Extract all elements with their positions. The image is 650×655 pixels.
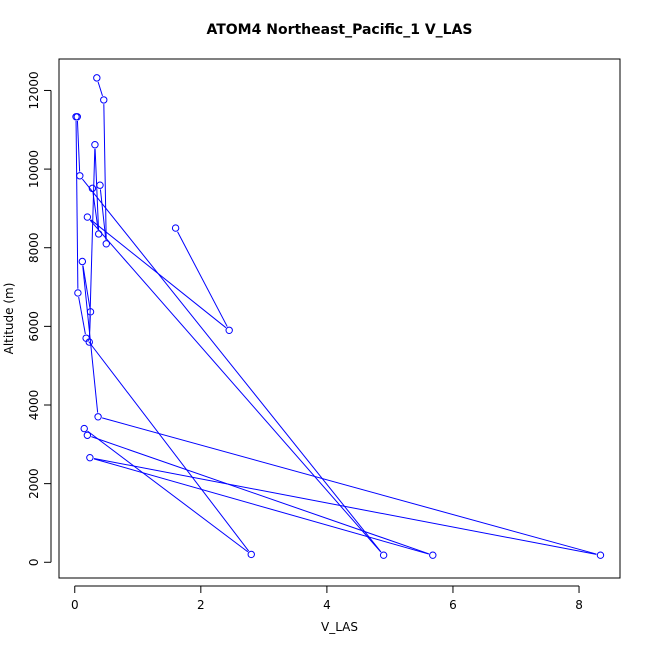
data-point	[100, 96, 108, 104]
x-tick-label: 6	[449, 598, 457, 612]
data-point	[102, 240, 110, 248]
data-point	[74, 289, 82, 297]
series-segment	[75, 120, 79, 289]
data-point	[86, 453, 94, 462]
y-tick-label: 10000	[27, 150, 41, 188]
data-point	[83, 213, 92, 221]
series-segment	[97, 81, 103, 97]
series-segment	[92, 192, 99, 230]
data-point	[93, 74, 101, 82]
series-segment	[101, 417, 597, 555]
y-tick-label: 0	[27, 558, 41, 566]
data-point	[91, 141, 99, 149]
x-axis-label: V_LAS	[321, 620, 358, 634]
y-axis: 0 2000 4000 6000 8000 10000 12000	[27, 71, 52, 566]
series-segment	[103, 104, 107, 240]
x-axis: 0 2 4 6 8	[71, 585, 583, 612]
series-segment	[93, 457, 597, 555]
series-segment	[177, 231, 228, 327]
series-segment	[89, 219, 382, 553]
data-point	[429, 551, 437, 559]
data-point	[379, 551, 388, 559]
series-segment	[88, 341, 250, 552]
series-segment	[91, 436, 429, 555]
series-segment	[87, 430, 249, 553]
data-point	[78, 257, 87, 266]
data-point	[88, 184, 97, 193]
data-point	[596, 551, 605, 559]
data-point	[94, 413, 102, 421]
data-point	[76, 172, 84, 180]
series-segment	[93, 458, 429, 555]
series-segment	[82, 265, 91, 308]
y-tick-label: 2000	[27, 468, 41, 499]
data-point	[85, 338, 93, 346]
data-point	[80, 424, 88, 433]
series-segment	[76, 120, 81, 172]
x-tick-label: 0	[71, 598, 79, 612]
series-layer	[72, 74, 605, 559]
x-tick-label: 4	[323, 598, 331, 612]
series-segment	[78, 296, 86, 335]
data-point	[83, 431, 92, 439]
data-point	[86, 308, 95, 316]
data-point	[247, 550, 255, 559]
series-segment	[82, 178, 382, 553]
plot-frame	[58, 58, 621, 579]
series-segment	[94, 148, 100, 230]
series-segment	[99, 189, 107, 240]
data-point	[96, 181, 104, 189]
data-point	[72, 113, 80, 121]
data-point	[95, 230, 103, 238]
y-tick-label: 6000	[27, 311, 41, 342]
chart-title: ATOM4 Northeast_Pacific_1 V_LAS	[206, 22, 472, 38]
x-tick-label: 2	[197, 598, 205, 612]
data-point	[171, 224, 180, 232]
x-tick-label: 8	[575, 598, 583, 612]
y-tick-label: 12000	[27, 71, 41, 109]
y-tick-label: 4000	[27, 390, 41, 421]
y-tick-label: 8000	[27, 232, 41, 263]
series-segment	[88, 148, 96, 338]
y-axis-label: Altitude (m)	[2, 283, 16, 355]
data-point	[225, 326, 233, 334]
